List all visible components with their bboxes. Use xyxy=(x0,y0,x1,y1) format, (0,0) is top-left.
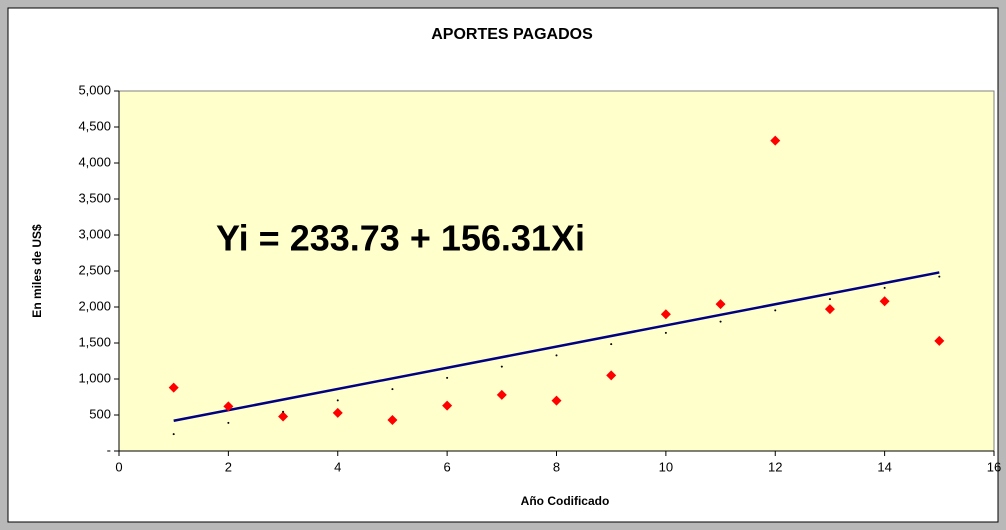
y-tick-label: 2,500 xyxy=(78,262,111,277)
data-point xyxy=(278,411,289,422)
data-point xyxy=(879,296,890,307)
fitted-point xyxy=(664,331,667,334)
y-axis-label: En miles de US$ xyxy=(30,224,44,318)
x-tick-label: 6 xyxy=(444,459,451,474)
x-tick-label: 14 xyxy=(877,459,891,474)
y-tick-label: 1,500 xyxy=(78,334,111,349)
y-tick-label: 4,500 xyxy=(78,118,111,133)
fitted-point xyxy=(938,275,941,278)
y-tick-label: 1,000 xyxy=(78,370,111,385)
data-point xyxy=(223,401,234,412)
data-point xyxy=(332,407,343,418)
y-tick-label: 3,000 xyxy=(78,226,111,241)
data-point xyxy=(934,335,945,346)
x-tick-label: 4 xyxy=(334,459,341,474)
data-point xyxy=(387,415,398,426)
fitted-point xyxy=(391,388,394,391)
fitted-point xyxy=(828,298,831,301)
data-point xyxy=(168,382,179,393)
fitted-point xyxy=(282,410,285,413)
y-tick-label: - xyxy=(107,442,111,457)
fitted-point xyxy=(446,376,449,379)
data-point xyxy=(442,400,453,411)
fitted-point xyxy=(555,354,558,357)
plot-area xyxy=(118,90,995,452)
y-tick-label: 4,000 xyxy=(78,154,111,169)
fitted-point xyxy=(883,286,886,289)
x-axis-label: Año Codificado xyxy=(521,494,610,508)
fitted-point xyxy=(774,309,777,312)
data-point xyxy=(551,395,562,406)
fitted-point xyxy=(336,399,339,402)
x-tick-label: 0 xyxy=(115,459,122,474)
x-tick-label: 2 xyxy=(225,459,232,474)
x-tick-label: 12 xyxy=(768,459,782,474)
trendline xyxy=(173,271,940,422)
x-tick-label: 16 xyxy=(987,459,1001,474)
fitted-point xyxy=(719,320,722,323)
data-point xyxy=(660,309,671,320)
y-tick-label: 500 xyxy=(89,406,111,421)
fitted-point xyxy=(610,343,613,346)
y-tick-label: 3,500 xyxy=(78,190,111,205)
fitted-point xyxy=(500,365,503,368)
x-tick-label: 10 xyxy=(659,459,673,474)
chart-title: APORTES PAGADOS xyxy=(431,26,593,43)
equation-annotation: Yi = 233.73 + 156.31Xi xyxy=(216,218,585,259)
y-tick-label: 2,000 xyxy=(78,298,111,313)
y-tick-label: 5,000 xyxy=(78,82,111,97)
x-tick-label: 8 xyxy=(553,459,560,474)
data-point xyxy=(824,304,835,315)
fitted-point xyxy=(227,421,230,424)
fitted-point xyxy=(172,433,175,436)
data-point xyxy=(715,299,726,310)
data-point xyxy=(606,370,617,381)
data-point xyxy=(496,389,507,400)
data-point xyxy=(770,135,781,146)
